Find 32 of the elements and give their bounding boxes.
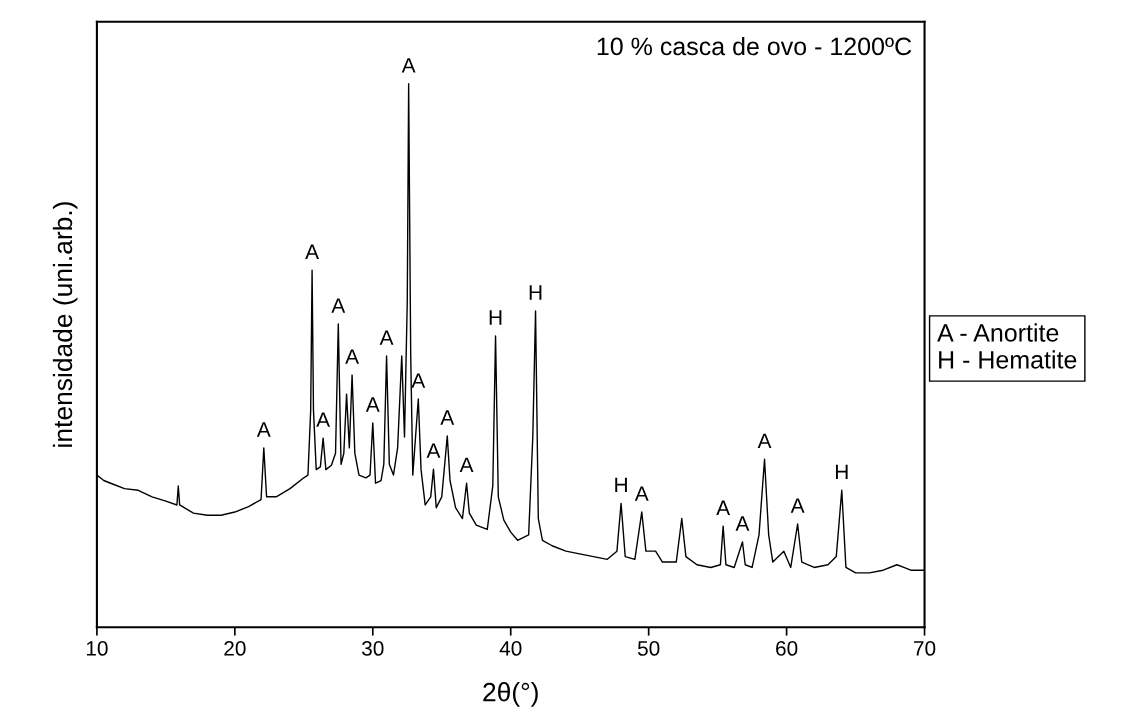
annotation: H — [615, 477, 627, 493]
annotation: A — [379, 330, 394, 345]
text: H - Hematite — [939, 350, 1077, 369]
x-tick-label: 70 — [914, 641, 936, 656]
x-tick-label: 20 — [224, 641, 246, 656]
annotation: A — [716, 500, 731, 515]
annotation: A — [440, 410, 455, 425]
y-axis-title: intensidade (uni.arb.) — [52, 202, 78, 447]
x-tick-label: 30 — [361, 641, 384, 656]
annotation: A — [316, 412, 331, 427]
x-tick-label: 10 — [86, 641, 108, 656]
annotation: A — [735, 516, 750, 531]
x-tick-label: 60 — [776, 641, 798, 656]
annotation: A — [365, 397, 380, 412]
x-axis-title: 2θ(°) — [483, 682, 538, 707]
x-tick-label: 40 — [499, 641, 522, 656]
annotation: A — [426, 443, 441, 458]
annotation: A — [634, 486, 649, 501]
annotation: A — [790, 498, 805, 513]
text: A - Anortite — [937, 323, 1059, 342]
annotation: A — [459, 457, 474, 472]
annotation: A — [757, 433, 772, 449]
annotation: H — [835, 464, 848, 480]
annotation: A — [345, 349, 359, 364]
annotation: A — [401, 58, 416, 73]
annotation: H — [529, 285, 542, 300]
annotation: A — [256, 422, 271, 437]
annotation: A — [305, 244, 319, 259]
x-tick-label: 50 — [637, 641, 660, 656]
annotation: H — [489, 310, 502, 325]
annotation: A — [331, 298, 346, 313]
chart-title: 10 % casca de ovo - 1200ºC — [597, 36, 912, 56]
